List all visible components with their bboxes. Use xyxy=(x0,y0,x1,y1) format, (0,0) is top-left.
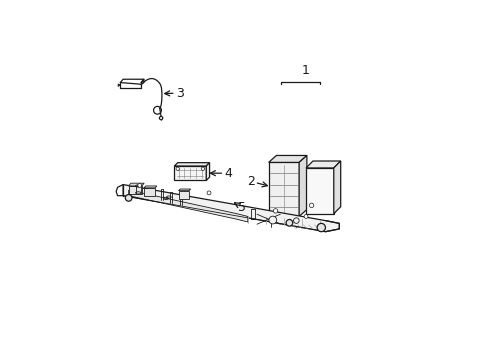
Circle shape xyxy=(285,220,292,226)
Circle shape xyxy=(159,116,163,120)
Polygon shape xyxy=(128,183,144,186)
Circle shape xyxy=(293,218,299,223)
Circle shape xyxy=(317,223,325,232)
Polygon shape xyxy=(299,156,306,216)
Polygon shape xyxy=(268,162,299,216)
Circle shape xyxy=(309,203,313,208)
Circle shape xyxy=(207,191,210,195)
Polygon shape xyxy=(305,161,340,168)
Circle shape xyxy=(138,184,142,187)
Polygon shape xyxy=(128,190,247,222)
Polygon shape xyxy=(178,191,189,199)
Circle shape xyxy=(125,194,132,201)
Polygon shape xyxy=(174,163,209,166)
Polygon shape xyxy=(206,163,209,180)
Text: 3: 3 xyxy=(164,87,183,100)
Text: 2: 2 xyxy=(246,175,267,188)
Polygon shape xyxy=(143,186,157,188)
Polygon shape xyxy=(305,168,333,214)
Polygon shape xyxy=(143,188,155,195)
Circle shape xyxy=(273,209,277,213)
Circle shape xyxy=(268,216,276,224)
Text: 5: 5 xyxy=(234,201,245,214)
Text: 4: 4 xyxy=(210,167,232,180)
Polygon shape xyxy=(178,189,190,191)
Polygon shape xyxy=(268,156,306,162)
Circle shape xyxy=(304,215,307,219)
Polygon shape xyxy=(128,186,142,194)
Circle shape xyxy=(201,167,204,170)
Polygon shape xyxy=(333,161,340,214)
Text: 1: 1 xyxy=(302,64,309,77)
Polygon shape xyxy=(123,185,339,232)
Circle shape xyxy=(176,167,179,170)
Polygon shape xyxy=(174,166,206,180)
